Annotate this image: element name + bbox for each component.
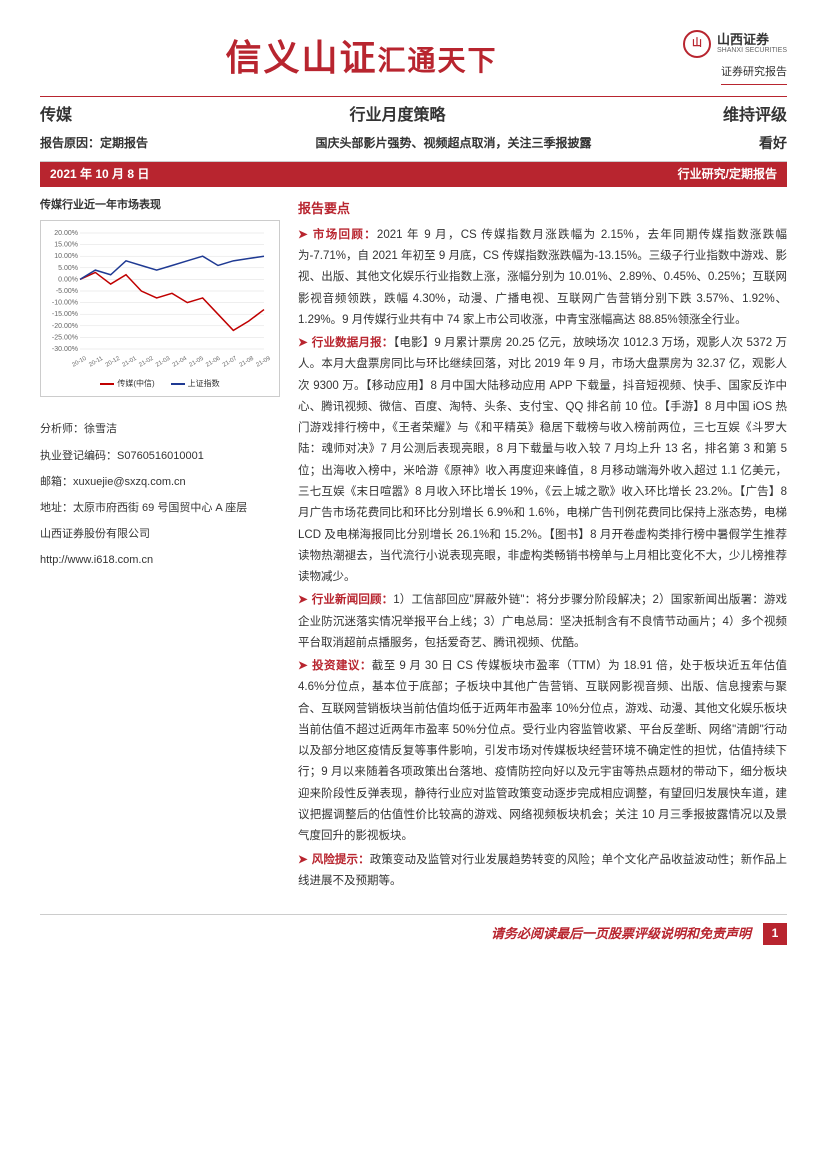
- banner-main: 信义山证: [225, 38, 377, 78]
- legend-index: 上证指数: [171, 378, 220, 391]
- svg-text:20-11: 20-11: [88, 356, 104, 368]
- svg-text:20-12: 20-12: [105, 356, 122, 368]
- banner-sub: 汇通天下: [377, 46, 497, 77]
- svg-text:-30.00%: -30.00%: [52, 346, 78, 353]
- svg-text:-25.00%: -25.00%: [52, 335, 78, 342]
- svg-text:-15.00%: -15.00%: [52, 312, 78, 319]
- svg-text:15.00%: 15.00%: [54, 242, 78, 249]
- svg-text:20.00%: 20.00%: [54, 230, 78, 237]
- report-points-heading: 报告要点: [298, 197, 787, 221]
- svg-text:-20.00%: -20.00%: [52, 323, 78, 330]
- company-website: http://www.i618.com.cn: [40, 548, 280, 572]
- svg-text:21-02: 21-02: [138, 356, 155, 368]
- svg-text:21-05: 21-05: [188, 356, 205, 368]
- page-number: 1: [763, 923, 787, 945]
- svg-text:21-01: 21-01: [122, 356, 139, 368]
- report-point: ➤投资建议：截至 9 月 30 日 CS 传媒板块市盈率（TTM）为 18.91…: [298, 656, 787, 847]
- report-point: ➤市场回顾：2021 年 9 月，CS 传媒指数月涨跌幅为 2.15%，去年同期…: [298, 225, 787, 331]
- analyst-address: 地址：太原市府西街 69 号国贸中心 A 座层: [40, 496, 280, 520]
- line-chart-svg: 20.00% 15.00% 10.00% 5.00% 0.00% -5.00% -10.00…: [47, 227, 273, 367]
- logo-en: SHANXI SECURITIES: [717, 47, 787, 55]
- strategy-title: 行业月度策略: [349, 103, 445, 129]
- svg-text:5.00%: 5.00%: [58, 265, 78, 272]
- company-logo: 山 山西证券 SHANXI SECURITIES: [683, 30, 787, 58]
- category-title: 传媒: [40, 103, 72, 129]
- chart-title: 传媒行业近一年市场表现: [40, 197, 280, 215]
- svg-text:21-03: 21-03: [155, 356, 172, 368]
- report-point: ➤行业数据月报：【电影】9 月累计票房 20.25 亿元，放映场次 1012.3…: [298, 333, 787, 588]
- report-type-label: 证券研究报告: [721, 64, 787, 85]
- svg-text:-10.00%: -10.00%: [52, 300, 78, 307]
- svg-text:-5.00%: -5.00%: [56, 288, 78, 295]
- logo-icon: 山: [683, 30, 711, 58]
- report-date: 2021 年 10 月 8 日: [50, 165, 149, 184]
- logo-cn: 山西证券: [717, 33, 787, 47]
- footer-disclaimer: 请务必阅读最后一页股票评级说明和免责声明: [491, 924, 751, 945]
- svg-text:21-04: 21-04: [172, 356, 189, 368]
- report-reason: 报告原因：定期报告: [40, 134, 148, 153]
- analyst-license: 执业登记编码：S0760516010001: [40, 444, 280, 468]
- legend-media: 传媒(中信): [100, 378, 154, 391]
- rating-title: 维持评级: [723, 103, 787, 129]
- research-type: 行业研究/定期报告: [678, 165, 777, 184]
- svg-text:21-06: 21-06: [205, 356, 222, 368]
- svg-text:21-08: 21-08: [239, 356, 256, 368]
- svg-text:0.00%: 0.00%: [58, 277, 78, 284]
- analyst-name: 分析师：徐雪洁: [40, 417, 280, 441]
- analyst-email: 邮箱：xuxuejie@sxzq.com.cn: [40, 470, 280, 494]
- performance-chart: 20.00% 15.00% 10.00% 5.00% 0.00% -5.00% -10.00…: [40, 220, 280, 397]
- svg-text:20-10: 20-10: [71, 356, 88, 368]
- report-subtitle: 国庆头部影片强势、视频超点取消，关注三季报披露: [316, 134, 592, 153]
- report-point: ➤行业新闻回顾：1）工信部回应"屏蔽外链"：将分步骤分阶段解决；2）国家新闻出版…: [298, 590, 787, 654]
- svg-text:21-07: 21-07: [222, 356, 239, 368]
- outlook-label: 看好: [759, 132, 787, 154]
- svg-text:21-09: 21-09: [255, 356, 272, 368]
- report-point: ➤风险提示：政策变动及监管对行业发展趋势转变的风险；单个文化产品收益波动性；新作…: [298, 850, 787, 893]
- company-name: 山西证券股份有限公司: [40, 522, 280, 546]
- svg-text:10.00%: 10.00%: [54, 254, 78, 261]
